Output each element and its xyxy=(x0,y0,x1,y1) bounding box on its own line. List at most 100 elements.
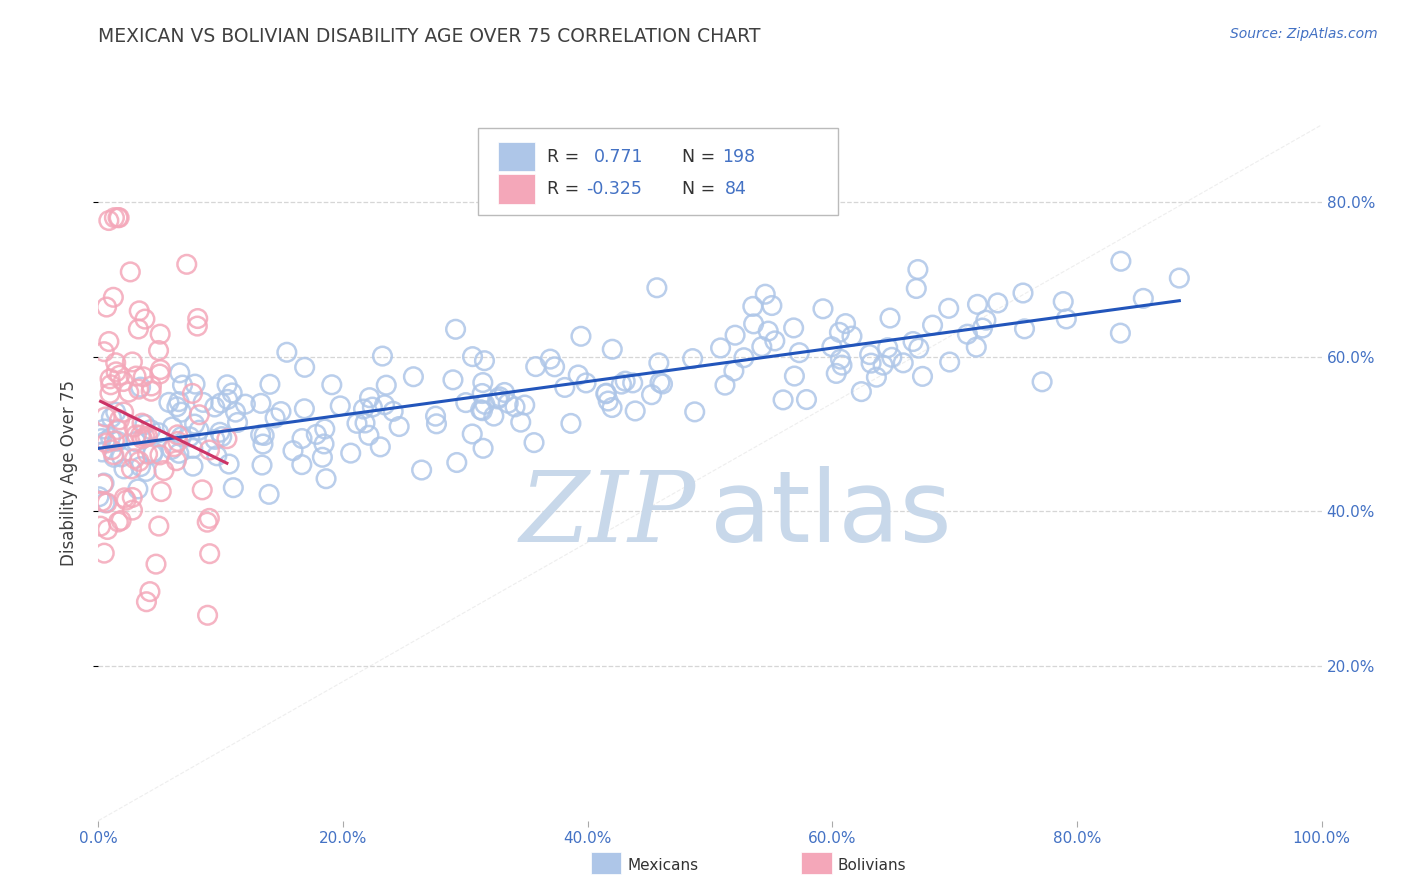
Point xyxy=(134,430,156,444)
Point xyxy=(195,515,218,529)
Point xyxy=(724,328,747,343)
Point xyxy=(880,351,903,365)
Bar xyxy=(498,142,536,171)
Point xyxy=(198,442,221,457)
Point xyxy=(789,345,811,359)
Point xyxy=(129,380,152,394)
Point xyxy=(105,423,128,437)
Point xyxy=(474,353,496,368)
Point xyxy=(595,386,617,401)
Point xyxy=(93,476,115,491)
Point xyxy=(108,368,131,383)
Point xyxy=(496,396,519,410)
Point xyxy=(100,431,122,445)
Point xyxy=(96,496,118,510)
Point xyxy=(104,405,127,419)
Point xyxy=(191,483,214,497)
Point xyxy=(225,405,247,419)
Point xyxy=(339,446,361,460)
Point xyxy=(153,464,176,478)
Point xyxy=(876,341,898,355)
Point xyxy=(472,442,495,456)
Point xyxy=(305,427,328,442)
Point xyxy=(94,410,117,425)
Point xyxy=(100,377,122,392)
Point xyxy=(134,312,156,326)
Point xyxy=(733,351,755,365)
Point xyxy=(651,376,673,391)
Point xyxy=(139,423,162,437)
Point xyxy=(600,343,623,357)
Point xyxy=(486,392,509,406)
Point xyxy=(905,281,928,295)
Point xyxy=(221,386,243,401)
Point xyxy=(683,405,706,419)
Point xyxy=(259,377,281,392)
Point xyxy=(461,427,484,442)
Point xyxy=(121,491,143,505)
Point xyxy=(907,341,929,355)
Point xyxy=(907,262,929,277)
Point xyxy=(93,422,115,436)
Point xyxy=(129,428,152,442)
Point xyxy=(763,334,786,348)
Point xyxy=(108,211,131,225)
Point xyxy=(121,462,143,476)
Point xyxy=(135,464,157,478)
Text: N =: N = xyxy=(682,180,725,198)
Point xyxy=(321,377,343,392)
Point xyxy=(554,380,576,394)
Point xyxy=(354,416,377,430)
Point xyxy=(956,327,979,342)
Point xyxy=(264,410,287,425)
Point xyxy=(97,334,120,349)
Point xyxy=(98,372,121,386)
Point xyxy=(253,428,276,442)
Point xyxy=(122,420,145,434)
Point xyxy=(94,434,117,449)
Point xyxy=(645,281,668,295)
Point xyxy=(148,343,170,358)
Point xyxy=(176,257,198,271)
Point xyxy=(141,379,163,393)
Point xyxy=(425,417,447,431)
Point xyxy=(96,436,118,450)
Point xyxy=(1132,292,1154,306)
Point xyxy=(149,362,172,376)
Point xyxy=(972,321,994,335)
Point xyxy=(444,322,467,336)
Point xyxy=(830,352,852,367)
Point xyxy=(112,405,135,419)
Point xyxy=(125,369,148,384)
Point xyxy=(560,417,582,431)
Point xyxy=(167,394,190,409)
Point xyxy=(1052,294,1074,309)
Point xyxy=(782,321,804,335)
Point xyxy=(165,453,187,467)
Point xyxy=(938,301,960,316)
Point xyxy=(188,408,211,422)
Point xyxy=(149,367,172,381)
Point xyxy=(482,409,505,423)
Point xyxy=(169,366,191,380)
Point xyxy=(209,396,232,410)
Point xyxy=(148,425,170,440)
FancyBboxPatch shape xyxy=(478,128,838,215)
Point xyxy=(600,401,623,415)
Point xyxy=(222,481,245,495)
Point xyxy=(471,386,494,401)
Point xyxy=(128,382,150,396)
Point xyxy=(974,313,997,327)
Point xyxy=(446,456,468,470)
Point xyxy=(461,350,484,364)
Point xyxy=(614,374,637,388)
Point xyxy=(742,317,765,331)
Point xyxy=(292,401,315,416)
Point xyxy=(257,487,280,501)
Point xyxy=(134,417,156,432)
Point xyxy=(474,397,496,411)
Point xyxy=(965,340,987,354)
Point xyxy=(217,377,239,392)
Point xyxy=(211,430,233,444)
Point xyxy=(315,472,337,486)
